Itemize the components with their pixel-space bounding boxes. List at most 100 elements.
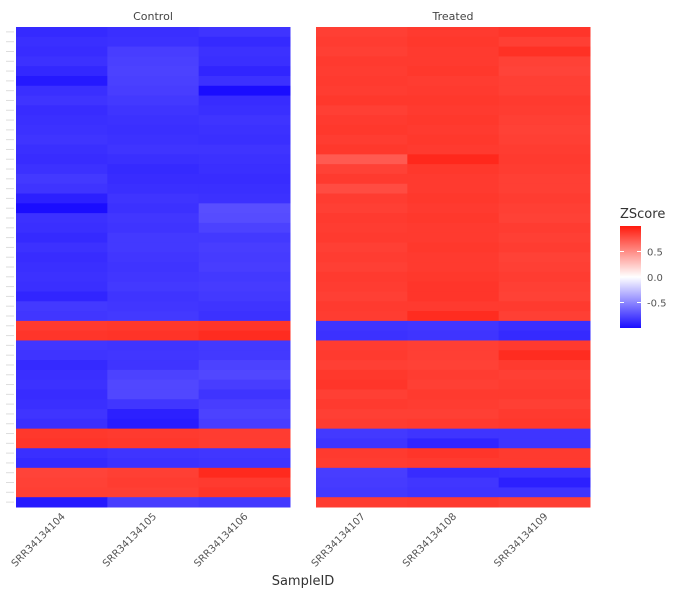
heatmap-cell bbox=[16, 193, 108, 204]
heatmap-cell bbox=[407, 428, 500, 439]
heatmap-cell bbox=[107, 115, 200, 126]
heatmap-cell bbox=[407, 173, 500, 185]
heatmap-cell bbox=[16, 173, 108, 185]
heatmap-cell bbox=[498, 203, 591, 214]
heatmap-cell bbox=[498, 418, 591, 430]
heatmap-cell bbox=[16, 438, 108, 449]
heatmap-cell bbox=[198, 154, 291, 165]
heatmap-cell bbox=[316, 262, 408, 273]
heatmap-cell bbox=[16, 134, 108, 146]
heatmap-cell bbox=[316, 27, 408, 38]
heatmap-cell bbox=[198, 262, 291, 273]
heatmap-cell bbox=[407, 320, 500, 332]
heatmap-cell bbox=[198, 242, 291, 253]
legend-tick-label: 0.0 bbox=[647, 273, 663, 284]
x-tick-label: SRR34134105 bbox=[101, 511, 159, 569]
heatmap-cell bbox=[16, 95, 108, 106]
heatmap-cell bbox=[198, 477, 291, 488]
heatmap-cell bbox=[407, 213, 500, 224]
heatmap-cell bbox=[407, 105, 500, 116]
heatmap-cell bbox=[198, 438, 291, 449]
heatmap-cell bbox=[316, 154, 408, 165]
heatmap-cell bbox=[107, 389, 200, 400]
heatmap-cell bbox=[107, 330, 200, 341]
heatmap-cell bbox=[316, 487, 408, 498]
heatmap-cell bbox=[198, 350, 291, 361]
heatmap-cell bbox=[198, 291, 291, 302]
heatmap-cell bbox=[316, 193, 408, 204]
heatmap-cell bbox=[407, 203, 500, 214]
heatmap-cell bbox=[107, 428, 200, 439]
heatmap-cell bbox=[198, 389, 291, 400]
heatmap-cell bbox=[316, 95, 408, 106]
heatmap-cell bbox=[16, 222, 108, 234]
heatmap-cell bbox=[316, 36, 408, 48]
heatmap-cell bbox=[498, 497, 591, 508]
heatmap-cell bbox=[107, 85, 200, 97]
heatmap-cell bbox=[498, 154, 591, 165]
heatmap-cell bbox=[407, 379, 500, 390]
heatmap-cell bbox=[498, 95, 591, 106]
heatmap-cell bbox=[16, 154, 108, 165]
heatmap-cell bbox=[407, 409, 500, 420]
heatmap-cell bbox=[16, 458, 108, 469]
heatmap-cell bbox=[316, 311, 408, 322]
x-tick-label: SRR34134104 bbox=[10, 511, 68, 569]
heatmap-cell bbox=[316, 222, 408, 234]
heatmap-cell bbox=[407, 95, 500, 106]
heatmap-cell bbox=[498, 487, 591, 498]
heatmap-cell bbox=[316, 497, 408, 508]
heatmap-cell bbox=[16, 360, 108, 371]
legend-tick-label: -0.5 bbox=[647, 299, 667, 310]
x-axis-title: SampleID bbox=[272, 574, 335, 589]
heatmap-cell bbox=[198, 173, 291, 185]
heatmap-cell bbox=[498, 477, 591, 488]
heatmap-cell bbox=[107, 36, 200, 48]
heatmap-cell bbox=[316, 438, 408, 449]
heatmap-cell bbox=[198, 46, 291, 57]
heatmap-cell bbox=[407, 448, 500, 459]
heatmap-cell bbox=[407, 330, 500, 341]
heatmap-cell bbox=[16, 409, 108, 420]
heatmap-cell bbox=[407, 487, 500, 498]
heatmap-cell bbox=[107, 173, 200, 185]
heatmap-cell bbox=[498, 428, 591, 439]
heatmap-panel-treated bbox=[316, 27, 591, 508]
heatmap-cell bbox=[498, 311, 591, 322]
heatmap-cell bbox=[198, 301, 291, 312]
heatmap-cell bbox=[107, 301, 200, 312]
heatmap-cell bbox=[107, 105, 200, 116]
heatmap-cell bbox=[198, 85, 291, 97]
heatmap-cell bbox=[16, 448, 108, 459]
heatmap-cell bbox=[198, 428, 291, 439]
heatmap-cell bbox=[107, 252, 200, 263]
heatmap-cell bbox=[316, 183, 408, 195]
heatmap-cell bbox=[16, 428, 108, 439]
heatmap-cell bbox=[498, 389, 591, 400]
heatmap-cell bbox=[498, 105, 591, 116]
heatmap-cell bbox=[407, 183, 500, 195]
heatmap-cell bbox=[407, 56, 500, 67]
heatmap-cell bbox=[316, 467, 408, 479]
heatmap-cell bbox=[107, 409, 200, 420]
heatmap-cell bbox=[316, 144, 408, 155]
heatmap-cell bbox=[198, 56, 291, 67]
heatmap-cell bbox=[498, 458, 591, 469]
heatmap-cell bbox=[498, 379, 591, 390]
heatmap-cell bbox=[107, 271, 200, 283]
heatmap-cell bbox=[16, 105, 108, 116]
heatmap-cell bbox=[498, 75, 591, 87]
heatmap-cell bbox=[198, 27, 291, 38]
heatmap-cell bbox=[407, 389, 500, 400]
heatmap-cell bbox=[16, 340, 108, 351]
heatmap-cell bbox=[198, 164, 291, 175]
heatmap-cell bbox=[16, 124, 108, 136]
heatmap-cell bbox=[16, 477, 108, 488]
colorbar-legend: ZScore 0.5 0.0 -0.5 bbox=[620, 207, 667, 328]
heatmap-cell bbox=[198, 379, 291, 390]
heatmap-cell bbox=[107, 497, 200, 508]
heatmap-cell bbox=[16, 27, 108, 38]
heatmap-cell bbox=[16, 281, 108, 292]
heatmap-cell bbox=[407, 291, 500, 302]
heatmap-cell bbox=[198, 497, 291, 508]
